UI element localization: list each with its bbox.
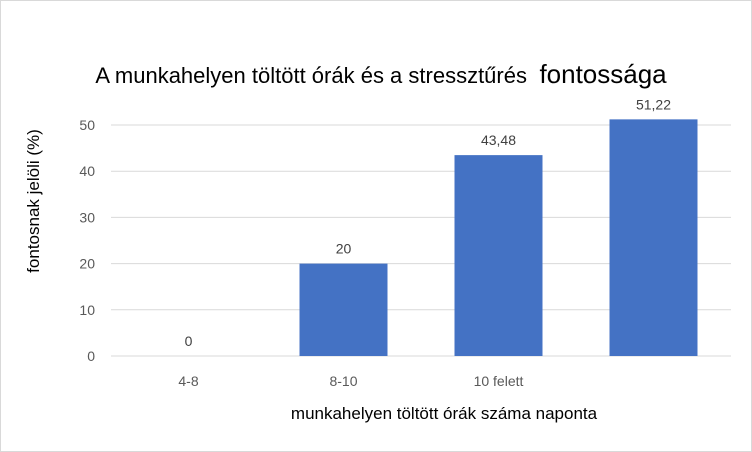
y-axis-ticks: 0 10 20 30 40 50 [79, 117, 95, 364]
bar [299, 263, 388, 356]
y-tick-label: 20 [79, 256, 95, 272]
y-axis-title: fontosnak jelöli (%) [24, 129, 43, 273]
y-tick-label: 30 [79, 209, 95, 225]
chart-title-main: A munkahelyen töltött órák és a stresszt… [95, 63, 527, 88]
bar [454, 155, 543, 356]
y-tick-label: 0 [87, 348, 95, 364]
data-labels: 0 20 43,48 51,22 [185, 96, 672, 349]
data-label: 43,48 [481, 132, 516, 148]
y-tick-label: 10 [79, 302, 95, 318]
chart-title-tail: fontossága [539, 59, 667, 89]
x-axis-title: munkahelyen töltött órák száma naponta [291, 404, 598, 423]
y-tick-label: 50 [79, 117, 95, 133]
x-tick-label: 4-8 [178, 373, 198, 389]
data-label: 0 [185, 333, 193, 349]
x-tick-label: 8-10 [329, 373, 357, 389]
chart-title: A munkahelyen töltött órák és a stresszt… [95, 59, 667, 89]
y-tick-label: 40 [79, 163, 95, 179]
data-label: 51,22 [636, 96, 671, 112]
bars [299, 119, 698, 356]
x-axis-ticks: 4-8 8-10 10 felett [178, 373, 523, 389]
data-label: 20 [336, 241, 352, 257]
bar [609, 119, 698, 356]
x-tick-label: 10 felett [474, 373, 524, 389]
